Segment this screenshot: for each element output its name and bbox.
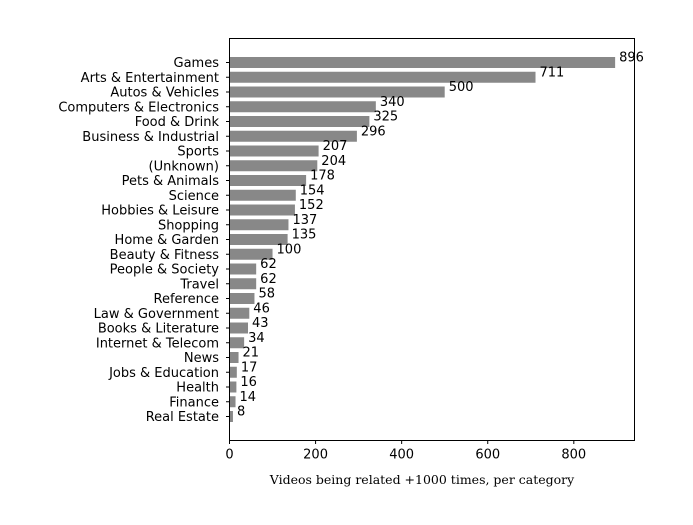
category-label-business-industrial: Business & Industrial	[82, 130, 219, 145]
category-label-reference: Reference	[154, 292, 219, 307]
bar-health	[229, 381, 237, 393]
category-label-internet-telecom: Internet & Telecom	[96, 336, 219, 351]
category-label-games: Games	[174, 56, 220, 71]
value-label-autos-vehicles: 500	[449, 80, 474, 95]
category-label-news: News	[184, 351, 219, 366]
bar-hobbies-leisure	[229, 204, 295, 216]
x-tick-label-800: 800	[561, 448, 586, 463]
value-label-computers-electronics: 340	[380, 95, 405, 110]
category-label-sports: Sports	[177, 145, 219, 160]
bar-computers-electronics	[229, 101, 376, 113]
bar-shopping	[229, 219, 289, 231]
bar-real-estate	[229, 411, 233, 422]
bar-pets-animals	[229, 175, 307, 186]
bar-books-literature	[229, 322, 249, 334]
bar-science	[229, 189, 296, 201]
x-axis-title: Videos being related +1000 times, per ca…	[269, 472, 575, 487]
category-label-food-drink: Food & Drink	[135, 115, 220, 130]
value-label-unknown: 204	[321, 154, 346, 169]
x-tick-label-400: 400	[389, 448, 414, 463]
value-label-hobbies-leisure: 152	[299, 198, 324, 213]
labels-layer: Games 896 Arts & Entertainment 711 Autos & V…	[58, 51, 644, 426]
value-label-business-industrial: 296	[361, 124, 386, 139]
bar-finance	[229, 396, 236, 408]
value-label-science: 154	[300, 183, 325, 198]
x-tick-label-0: 0	[225, 448, 233, 463]
value-label-home-garden: 135	[292, 228, 317, 243]
value-label-games: 896	[619, 51, 644, 66]
category-label-pets-animals: Pets & Animals	[122, 174, 220, 189]
value-label-law-government: 46	[253, 301, 270, 316]
value-label-real-estate: 8	[237, 405, 245, 420]
bar-travel	[229, 278, 257, 290]
bar-reference	[229, 293, 255, 304]
value-label-books-literature: 43	[252, 316, 269, 331]
bar-people-society	[229, 263, 257, 275]
bar-beauty-fitness	[229, 248, 273, 260]
value-label-pets-animals: 178	[310, 169, 335, 184]
bar-home-garden	[229, 234, 288, 245]
value-label-beauty-fitness: 100	[277, 242, 302, 257]
category-label-unknown: (Unknown)	[149, 159, 220, 174]
category-label-law-government: Law & Government	[94, 307, 219, 322]
bar-law-government	[229, 307, 250, 319]
category-label-finance: Finance	[169, 395, 219, 410]
bars-layer	[229, 57, 616, 422]
category-label-books-literature: Books & Literature	[98, 322, 219, 337]
plot-frame	[229, 38, 635, 441]
value-label-food-drink: 325	[373, 110, 398, 125]
category-label-arts-entertainment: Arts & Entertainment	[81, 71, 219, 86]
category-label-travel: Travel	[179, 277, 219, 292]
category-label-real-estate: Real Estate	[146, 410, 219, 425]
value-label-arts-entertainment: 711	[540, 65, 565, 80]
value-label-people-society: 62	[260, 257, 277, 272]
category-label-people-society: People & Society	[110, 263, 220, 278]
value-label-reference: 58	[258, 287, 275, 302]
category-label-beauty-fitness: Beauty & Fitness	[110, 248, 220, 263]
category-label-jobs-education: Jobs & Education	[108, 366, 219, 381]
category-label-health: Health	[176, 381, 219, 396]
bar-news	[229, 352, 239, 363]
value-label-sports: 207	[323, 139, 348, 154]
value-label-news: 21	[243, 346, 260, 361]
bar-jobs-education	[229, 366, 237, 378]
bar-games	[229, 57, 616, 68]
bar-sports	[229, 145, 319, 157]
category-label-home-garden: Home & Garden	[115, 233, 219, 248]
value-label-health: 16	[240, 375, 257, 390]
value-label-jobs-education: 17	[241, 360, 258, 375]
value-label-finance: 14	[240, 390, 257, 405]
x-tick-label-600: 600	[475, 448, 500, 463]
bar-business-industrial	[229, 130, 357, 142]
category-label-science: Science	[169, 189, 219, 204]
category-label-shopping: Shopping	[158, 218, 219, 233]
category-label-autos-vehicles: Autos & Vehicles	[110, 86, 219, 101]
value-label-travel: 62	[260, 272, 277, 287]
bar-food-drink	[229, 116, 370, 127]
category-label-hobbies-leisure: Hobbies & Leisure	[101, 204, 219, 219]
category-label-computers-electronics: Computers & Electronics	[58, 100, 219, 115]
value-label-shopping: 137	[292, 213, 317, 228]
bar-autos-vehicles	[229, 86, 445, 98]
x-tick-label-200: 200	[303, 448, 328, 463]
axis-layer: 0 200 400 600 800	[225, 62, 586, 463]
bar-unknown	[229, 160, 318, 172]
bar-internet-telecom	[229, 337, 245, 349]
value-label-internet-telecom: 34	[248, 331, 265, 346]
bar-arts-entertainment	[229, 71, 536, 83]
